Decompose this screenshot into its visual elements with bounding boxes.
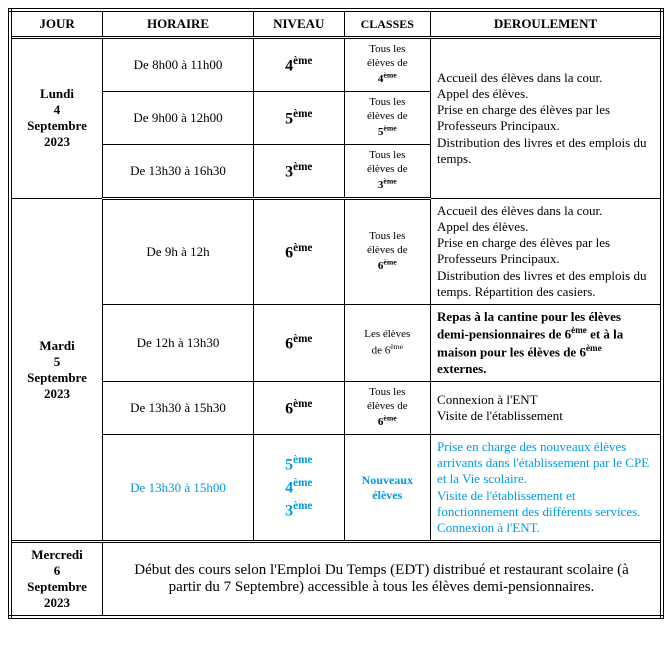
niveau-suf: ème: [293, 333, 312, 345]
niveau-suf: ème: [293, 108, 312, 120]
classes-line: Tous les: [369, 96, 405, 108]
niveau-n: 5: [285, 110, 293, 127]
niveau-n: 4: [285, 57, 293, 74]
mardi-r1-deroulement: Accueil des élèves dans la cour. Appel d…: [431, 198, 662, 305]
header-row: JOUR HORAIRE NIVEAU CLASSES DEROULEMENT: [10, 10, 662, 38]
mercredi-row: Mercredi 6 Septembre 2023 Début des cour…: [10, 542, 662, 618]
col-deroulement: DEROULEMENT: [431, 10, 662, 38]
mardi-row-3: De 13h30 à 15h30 6ème Tous les élèves de…: [10, 381, 662, 434]
col-classes: CLASSES: [344, 10, 431, 38]
lundi-r2-classes: Tous les élèves de 5ème: [344, 91, 431, 144]
mardi-row-4: De 13h30 à 15h00 5ème 4ème 3ème Nouveaux…: [10, 434, 662, 542]
col-niveau: NIVEAU: [253, 10, 344, 38]
classes-line: élèves de: [367, 57, 408, 69]
niveau-suf: ème: [293, 161, 312, 173]
classes-line: de 6: [372, 344, 391, 356]
deroul-text: Accueil des élèves dans la cour. Appel d…: [437, 203, 646, 299]
classes-line: Les élèves: [364, 328, 410, 340]
col-horaire: HORAIRE: [103, 10, 254, 38]
rentree-schedule-table: JOUR HORAIRE NIVEAU CLASSES DEROULEMENT …: [8, 8, 664, 619]
niveau-n: 5: [285, 456, 293, 473]
mardi-row-1: Mardi 5 Septembre 2023 De 9h à 12h 6ème …: [10, 198, 662, 305]
mardi-r3-niveau: 6ème: [253, 381, 344, 434]
mardi-label: Mardi 5 Septembre 2023: [10, 198, 103, 542]
jour-text: Mardi 5 Septembre 2023: [27, 338, 87, 401]
suf: ème: [571, 325, 587, 335]
lundi-r1-horaire: De 8h00 à 11h00: [103, 38, 254, 92]
mardi-r4-classes: Nouveaux élèves: [344, 434, 431, 542]
mardi-r4-deroulement: Prise en charge des nouveaux élèves arri…: [431, 434, 662, 542]
lundi-r2-horaire: De 9h00 à 12h00: [103, 91, 254, 144]
mardi-r2-deroulement: Repas à la cantine pour les élèves demi-…: [431, 305, 662, 382]
mardi-r1-classes: Tous les élèves de 6ème: [344, 198, 431, 305]
mardi-r3-classes: Tous les élèves de 6ème: [344, 381, 431, 434]
mercredi-text: Début des cours selon l'Emploi Du Temps …: [103, 542, 662, 618]
classes-suf: ème: [390, 342, 403, 351]
classes-suf: ème: [383, 258, 396, 267]
niveau-n: 3: [285, 163, 293, 180]
deroul-text: Prise en charge des nouveaux élèves arri…: [437, 439, 649, 535]
classes-line: Tous les: [369, 43, 405, 55]
classes-line: élèves de: [367, 110, 408, 122]
lundi-row-1: Lundi 4 Septembre 2023 De 8h00 à 11h00 4…: [10, 38, 662, 92]
jour-text: Lundi 4 Septembre 2023: [27, 86, 87, 149]
deroul-text: Connexion à l'ENT Visite de l'établissem…: [437, 392, 563, 423]
txt: externes.: [437, 361, 486, 376]
niveau-suf: ème: [293, 500, 312, 512]
classes-line: Tous les: [369, 386, 405, 398]
mardi-r4-horaire: De 13h30 à 15h00: [103, 434, 254, 542]
mardi-r3-horaire: De 13h30 à 15h30: [103, 381, 254, 434]
lundi-r2-niveau: 5ème: [253, 91, 344, 144]
classes-suf: ème: [383, 71, 396, 80]
classes-line: élèves de: [367, 244, 408, 256]
classes-line: Tous les: [369, 149, 405, 161]
classes-suf: ème: [383, 123, 396, 132]
niveau-n: 6: [285, 244, 293, 261]
classes-suf: ème: [383, 176, 396, 185]
mardi-r2-horaire: De 12h à 13h30: [103, 305, 254, 382]
niveau-n: 4: [285, 479, 293, 496]
jour-text: Mercredi 6 Septembre 2023: [27, 547, 87, 610]
mardi-r1-niveau: 6ème: [253, 198, 344, 305]
niveau-n: 6: [285, 335, 293, 352]
deroul-text: Début des cours selon l'Emploi Du Temps …: [134, 562, 629, 595]
mercredi-label: Mercredi 6 Septembre 2023: [10, 542, 103, 618]
classes-line: élèves: [372, 488, 402, 502]
mardi-r4-niveau: 5ème 4ème 3ème: [253, 434, 344, 542]
niveau-n: 6: [285, 400, 293, 417]
classes-line: Tous les: [369, 230, 405, 242]
mardi-r2-niveau: 6ème: [253, 305, 344, 382]
classes-line: Nouveaux: [362, 473, 413, 487]
deroul-text: Accueil des élèves dans la cour. Appel d…: [437, 70, 646, 166]
lundi-r3-classes: Tous les élèves de 3ème: [344, 144, 431, 198]
lundi-r1-niveau: 4ème: [253, 38, 344, 92]
classes-line: élèves de: [367, 163, 408, 175]
classes-suf: ème: [383, 413, 396, 422]
lundi-r3-niveau: 3ème: [253, 144, 344, 198]
niveau-suf: ème: [293, 242, 312, 254]
col-jour: JOUR: [10, 10, 103, 38]
lundi-deroulement: Accueil des élèves dans la cour. Appel d…: [431, 38, 662, 199]
niveau-n: 3: [285, 502, 293, 519]
mardi-row-2: De 12h à 13h30 6ème Les élèves de 6ème R…: [10, 305, 662, 382]
niveau-suf: ème: [293, 55, 312, 67]
lundi-r1-classes: Tous les élèves de 4ème: [344, 38, 431, 92]
niveau-suf: ème: [293, 398, 312, 410]
mardi-r2-classes: Les élèves de 6ème: [344, 305, 431, 382]
mardi-r3-deroulement: Connexion à l'ENT Visite de l'établissem…: [431, 381, 662, 434]
classes-line: élèves de: [367, 400, 408, 412]
mardi-r1-horaire: De 9h à 12h: [103, 198, 254, 305]
niveau-suf: ème: [293, 454, 312, 466]
suf: ème: [586, 343, 602, 353]
niveau-suf: ème: [293, 477, 312, 489]
lundi-label: Lundi 4 Septembre 2023: [10, 38, 103, 199]
lundi-r3-horaire: De 13h30 à 16h30: [103, 144, 254, 198]
